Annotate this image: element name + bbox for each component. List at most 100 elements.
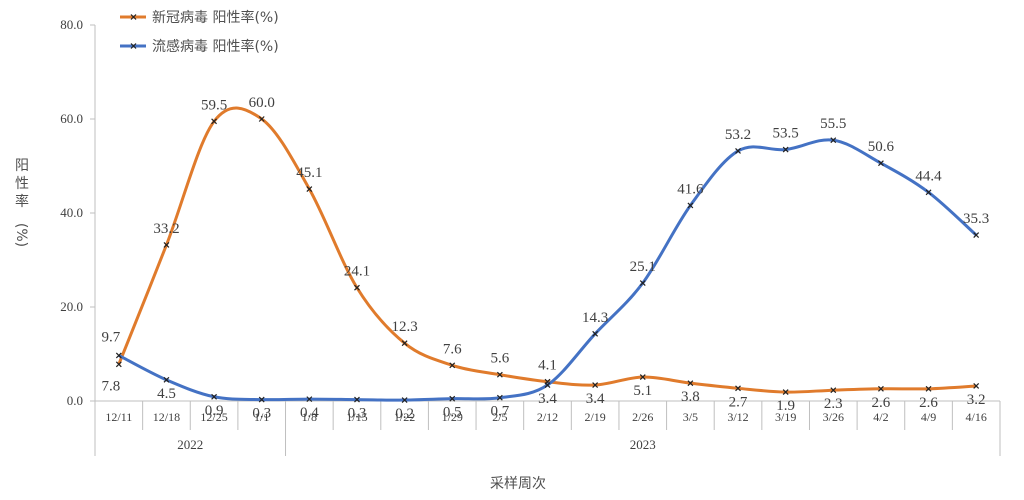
data-label: 0.5 <box>443 405 462 421</box>
data-point-marker <box>211 118 218 125</box>
marker-stroke <box>687 202 694 209</box>
data-point-marker <box>354 284 360 291</box>
data-point-marker <box>449 395 456 402</box>
x-year-label: 2023 <box>630 437 656 452</box>
data-label: 45.1 <box>296 165 322 181</box>
y-axis-title-char: 率 <box>15 193 29 210</box>
x-year-label: 2022 <box>177 437 203 452</box>
data-point-marker <box>592 330 599 337</box>
marker-stroke <box>258 396 265 403</box>
data-label: 1.9 <box>776 398 795 414</box>
x-tick-label: 4/16 <box>966 410 987 424</box>
y-axis-title-char: 阳 <box>15 158 29 174</box>
marker-stroke <box>354 396 360 403</box>
marker-stroke <box>877 160 884 167</box>
data-point-marker <box>735 385 741 392</box>
marker-stroke <box>592 330 599 337</box>
data-point-marker <box>163 376 170 383</box>
y-tick-label: 20.0 <box>60 299 83 314</box>
legend: 新冠病毒 阳性率(%) 流感病毒 阳性率(%) <box>120 9 279 55</box>
x-tick-label: 2/19 <box>584 410 605 424</box>
data-label: 7.8 <box>101 378 120 394</box>
data-point-marker <box>163 242 170 248</box>
data-label: 33.2 <box>153 221 179 237</box>
data-label: 53.5 <box>773 126 799 142</box>
marker-stroke <box>354 284 360 291</box>
data-label: 2.3 <box>824 396 843 412</box>
marker-stroke <box>877 385 884 392</box>
data-point-marker <box>401 397 408 403</box>
data-point-marker <box>877 160 884 167</box>
marker-stroke <box>163 376 170 383</box>
series-line-0 <box>117 106 977 394</box>
data-point-marker <box>735 148 741 154</box>
data-point-marker <box>830 137 837 144</box>
marker-stroke <box>115 361 122 368</box>
data-label: 5.1 <box>633 383 652 399</box>
data-label: 5.6 <box>490 351 509 367</box>
data-label: 2.6 <box>919 395 938 411</box>
marker-stroke <box>544 382 551 388</box>
data-label: 53.2 <box>725 127 751 143</box>
x-tick-label: 2/26 <box>632 410 653 424</box>
x-tick-label: 3/5 <box>683 410 698 424</box>
data-label: 50.6 <box>868 139 895 155</box>
data-point-marker <box>258 396 265 403</box>
x-tick-label: 12/18 <box>153 410 180 424</box>
data-point-marker <box>782 146 789 153</box>
data-label: 0.2 <box>395 406 414 422</box>
marker-stroke <box>639 280 646 286</box>
data-label: 55.5 <box>820 116 846 132</box>
marker-stroke <box>782 146 789 153</box>
marker-stroke <box>496 394 503 401</box>
x-tick-label: 1/15 <box>346 410 367 424</box>
marker-stroke <box>973 383 980 389</box>
marker-stroke <box>735 148 741 154</box>
marker-stroke <box>735 385 741 392</box>
data-label: 41.6 <box>677 181 704 197</box>
data-label: 3.4 <box>538 391 557 407</box>
data-point-marker <box>306 186 313 192</box>
data-point-marker <box>877 385 884 392</box>
data-point-marker <box>925 189 932 196</box>
data-point-marker <box>687 380 694 387</box>
axes: 0.0 20.0 40.0 60.0 80.0 12/11 12/18 12/25 1/1 1/8… <box>13 17 1001 456</box>
data-point-marker <box>354 396 360 403</box>
data-point-marker <box>782 389 789 395</box>
data-point-marker <box>925 385 932 392</box>
data-point-marker <box>830 387 837 394</box>
data-point-marker <box>449 362 456 369</box>
data-label: 0.9 <box>205 403 224 419</box>
x-tick-label: 12/25 <box>200 410 227 424</box>
data-label: 25.1 <box>630 259 656 275</box>
x-tick-label: 3/26 <box>823 410 844 424</box>
marker-stroke <box>449 395 456 402</box>
data-point-marker <box>115 352 122 359</box>
data-point-marker <box>687 202 694 209</box>
data-labels: 7.8 33.2 59.5 60.0 45.1 24.1 12.3 7.6 5.6 4.1 3.4 5… <box>101 95 989 422</box>
y-tick-label: 0.0 <box>67 393 83 408</box>
marker-stroke <box>211 118 218 125</box>
data-label: 14.3 <box>582 310 608 326</box>
x-tick-label: 2/5 <box>492 410 507 424</box>
data-label: 0.3 <box>348 406 367 422</box>
legend-marker <box>130 14 137 20</box>
marker-stroke <box>925 189 932 196</box>
marker-stroke <box>830 387 837 394</box>
marker-stroke <box>401 397 408 403</box>
marker-stroke <box>258 116 265 122</box>
marker-stroke <box>449 362 456 369</box>
marker-stroke <box>592 382 599 388</box>
marker-stroke <box>401 340 408 347</box>
x-tick-label: 3/19 <box>775 410 796 424</box>
marker-stroke <box>163 242 170 248</box>
data-label: 12.3 <box>391 319 417 335</box>
y-axis-title-char: 性 <box>15 176 29 192</box>
data-label: 59.5 <box>201 97 227 113</box>
data-point-marker <box>639 374 646 380</box>
data-label: 0.4 <box>300 405 319 421</box>
legend-label-1: 流感病毒 阳性率(%) <box>152 38 279 55</box>
x-tick-label: 4/2 <box>873 410 888 424</box>
marker-stroke <box>115 352 122 359</box>
